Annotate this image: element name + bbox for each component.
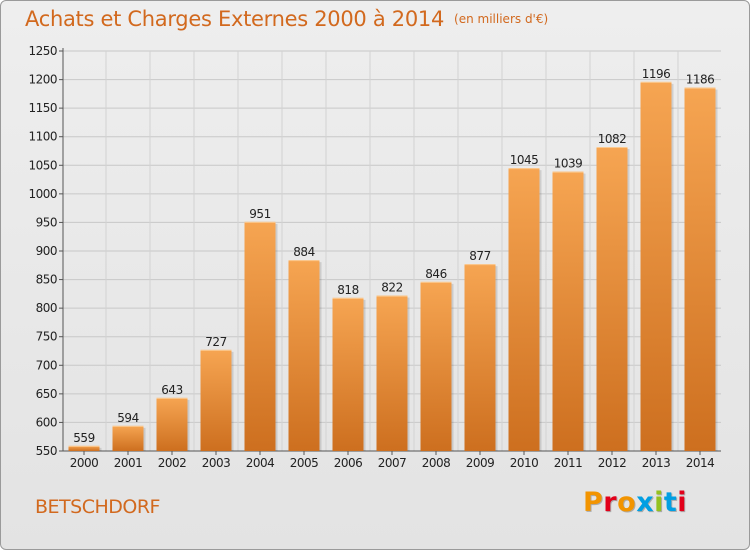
y-tick-label: 850 (36, 273, 57, 287)
x-axis-ticks: 2000 2001 2002 2003 2004 2005 2006 2007 2008 2009… (70, 456, 715, 470)
chart-subtitle: (en milliers d'€) (454, 12, 549, 26)
x-tick-label: 2007 (378, 456, 407, 470)
data-label: 594 (117, 411, 138, 425)
bar-2010 (508, 168, 540, 451)
bar-2000 (68, 445, 100, 451)
data-label: 951 (249, 207, 270, 221)
data-label: 1082 (598, 132, 627, 146)
x-tick-label: 2006 (334, 456, 363, 470)
y-tick-label: 950 (36, 215, 57, 229)
bar-2003 (200, 349, 232, 451)
data-label: 1196 (642, 67, 671, 81)
logo-letter: o (617, 487, 637, 518)
y-tick-label: 700 (36, 358, 57, 372)
bar-2008 (420, 281, 452, 451)
y-tick-label: 1200 (28, 73, 57, 87)
data-label: 846 (425, 267, 446, 281)
data-label: 818 (337, 283, 358, 297)
x-tick-label: 2003 (202, 456, 231, 470)
bar-2011 (552, 171, 584, 452)
logo-letter: x (636, 487, 655, 518)
bar-2012 (596, 147, 628, 451)
data-label: 1039 (554, 157, 583, 171)
x-tick-label: 2012 (598, 456, 627, 470)
bar-2002 (156, 397, 188, 451)
y-tick-label: 800 (36, 301, 57, 315)
data-label: 1045 (510, 153, 539, 167)
x-tick-label: 2008 (422, 456, 451, 470)
x-tick-label: 2001 (114, 456, 143, 470)
proxiti-logo: Proxiti (583, 487, 687, 518)
y-axis-ticks: 550 600 650 700 750 800 850 900 950 1000 1050 1100 1… (28, 44, 57, 458)
logo-letter: i (654, 487, 664, 518)
x-tick-label: 2004 (246, 456, 275, 470)
data-label: 1186 (686, 73, 715, 87)
y-tick-label: 900 (36, 244, 57, 258)
x-tick-label: 2005 (290, 456, 319, 470)
commune-name: BETSCHDORF (35, 496, 160, 518)
x-tick-label: 2013 (642, 456, 671, 470)
y-tick-label: 1250 (28, 44, 57, 58)
y-tick-label: 600 (36, 415, 57, 429)
x-tick-label: 2010 (510, 456, 539, 470)
bars (68, 81, 718, 452)
y-tick-label: 1050 (28, 158, 57, 172)
data-label: 877 (469, 249, 490, 263)
y-tick-label: 550 (36, 444, 57, 458)
y-tick-label: 750 (36, 330, 57, 344)
bar-2009 (464, 264, 496, 451)
bar-2006 (332, 297, 364, 451)
data-label: 643 (161, 383, 182, 397)
data-label: 559 (73, 431, 94, 445)
y-tick-label: 1000 (28, 187, 57, 201)
title-line: Achats et Charges Externes 2000 à 2014 (e… (25, 7, 548, 31)
bar-2001 (112, 425, 144, 451)
x-tick-label: 2011 (554, 456, 583, 470)
bar-2013 (640, 81, 672, 451)
y-tick-label: 650 (36, 387, 57, 401)
logo-letter: i (677, 487, 688, 518)
bar-2014 (684, 87, 716, 452)
logo-letter: r (603, 487, 618, 518)
data-label: 727 (205, 335, 226, 349)
logo-letter: P (583, 487, 604, 518)
data-labels: 559 594 643 727 951 884 818 822 846 877 1045 1039 10… (73, 67, 714, 445)
x-tick-label: 2000 (70, 456, 99, 470)
data-label: 884 (293, 245, 314, 259)
y-tick-label: 1100 (28, 130, 57, 144)
x-tick-label: 2009 (466, 456, 495, 470)
y-tick-label: 1150 (28, 101, 57, 115)
x-tick-label: 2014 (686, 456, 715, 470)
chart-title: Achats et Charges Externes 2000 à 2014 (25, 7, 445, 31)
bar-2005 (288, 260, 320, 451)
bar-2004 (244, 221, 276, 451)
logo-letter: t (663, 487, 678, 518)
bar-2007 (376, 295, 408, 451)
x-tick-label: 2002 (158, 456, 187, 470)
data-label: 822 (381, 281, 402, 295)
